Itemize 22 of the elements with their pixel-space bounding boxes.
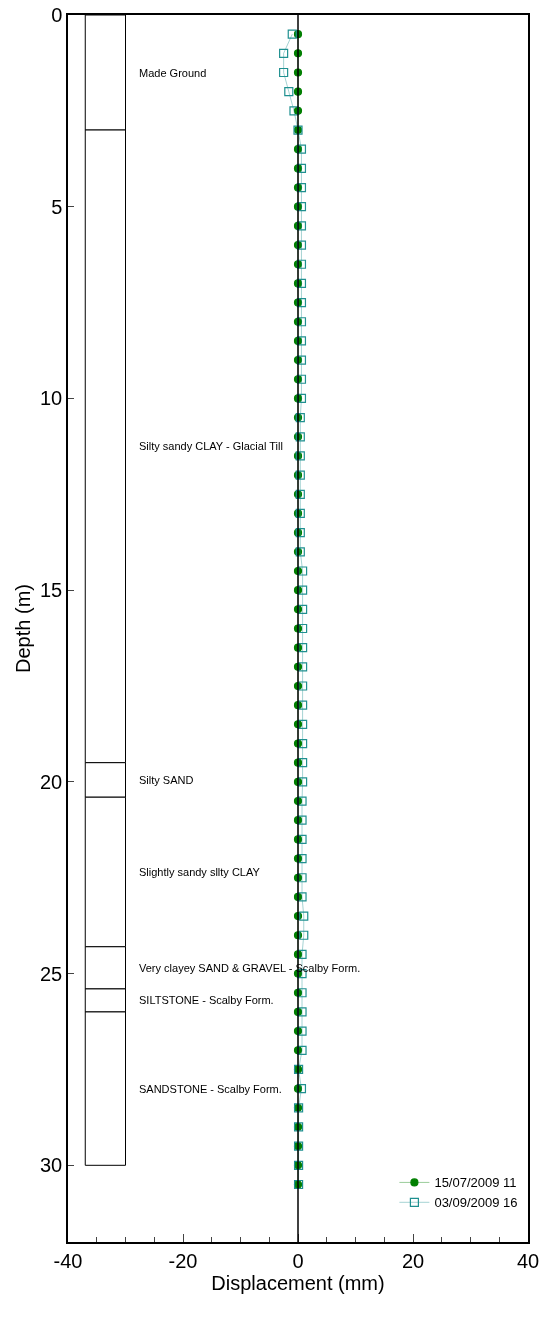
x-tick-label: 0 (292, 1249, 304, 1272)
band-label: Made Ground (139, 67, 207, 79)
x-tick-label: 40 (516, 1249, 540, 1272)
y-tick-label: 15 (40, 579, 63, 602)
band-label: Silty sandy CLAY - Glacial Till (139, 440, 283, 452)
band-label: Silty SAND (139, 774, 194, 786)
band-label: SANDSTONE - Scalby Form. (139, 1083, 282, 1095)
y-tick-label: 20 (40, 770, 63, 793)
x-tick-label: -20 (168, 1249, 198, 1272)
band-label: Slightly sandy sllty CLAY (139, 866, 261, 878)
y-tick-label: 0 (51, 4, 63, 26)
y-axis-title: Depth (m) (12, 584, 34, 673)
band-label: SILTSTONE - Scalby Form. (139, 994, 274, 1006)
x-axis-title: Displacement (mm) (211, 1271, 385, 1294)
x-tick-label: -40 (53, 1249, 83, 1272)
legend-label: 03/09/2009 16 (434, 1195, 518, 1211)
y-tick-label: 25 (40, 962, 63, 985)
y-tick-label: 10 (40, 387, 63, 410)
y-tick-label: 30 (40, 1154, 63, 1177)
legend-label: 15/07/2009 11 (434, 1175, 517, 1191)
x-tick-label: 20 (401, 1249, 425, 1272)
y-tick-label: 5 (51, 195, 63, 218)
